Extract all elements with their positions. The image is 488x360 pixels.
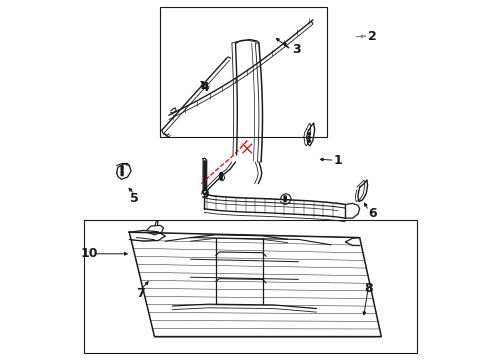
Circle shape [220,174,222,176]
Circle shape [203,172,205,175]
Circle shape [203,187,205,189]
Circle shape [220,178,222,180]
Text: 3: 3 [292,43,301,56]
Text: 6: 6 [367,207,376,220]
Circle shape [284,199,285,202]
Polygon shape [129,232,381,337]
Bar [160,7,326,137]
Text: 5: 5 [130,192,139,204]
Circle shape [203,181,205,183]
Circle shape [121,166,123,168]
Text: 1: 1 [333,154,342,167]
Circle shape [203,170,205,172]
Circle shape [203,161,205,163]
Circle shape [307,140,310,142]
Text: 10: 10 [80,247,98,260]
Bar [84,220,416,353]
Circle shape [121,174,123,176]
Text: 7: 7 [136,287,144,300]
Text: 8: 8 [364,282,372,294]
Text: 9: 9 [200,188,209,201]
Circle shape [220,172,222,175]
Circle shape [121,171,123,173]
Circle shape [284,198,285,200]
Circle shape [121,168,123,170]
Circle shape [203,184,205,186]
Circle shape [203,164,205,166]
Circle shape [307,136,310,139]
Circle shape [203,167,205,169]
Circle shape [220,176,222,178]
Circle shape [203,178,205,180]
Circle shape [307,133,310,135]
Circle shape [203,175,205,177]
Circle shape [284,196,285,198]
Text: 2: 2 [367,30,376,42]
Text: 4: 4 [200,81,209,94]
